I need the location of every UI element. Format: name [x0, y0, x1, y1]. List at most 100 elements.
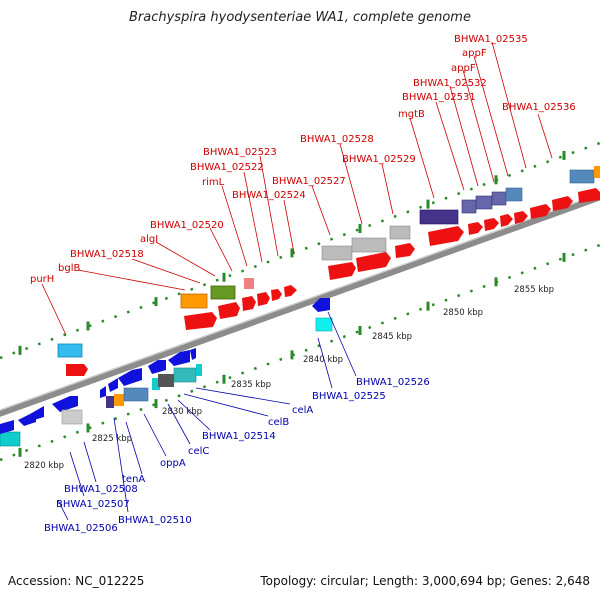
gene-block[interactable] [351, 237, 387, 253]
gene-label[interactable]: BHWA1_02526 [356, 377, 430, 388]
gene-arrow[interactable] [30, 406, 44, 420]
gene-arrow[interactable] [395, 243, 415, 258]
gene-label[interactable]: BHWA1_02535 [454, 34, 528, 45]
gene-label[interactable]: rimL [202, 177, 225, 188]
gene-label[interactable]: BHWA1_02522 [190, 162, 264, 173]
genome-summary-text: Topology: circular; Length: 3,000,694 bp… [260, 574, 590, 588]
gene-block[interactable] [505, 187, 523, 202]
gene-block[interactable] [196, 364, 202, 376]
gene-label[interactable]: BHWA1_02523 [203, 147, 277, 158]
gene-label[interactable]: BHWA1_02529 [342, 154, 416, 165]
gene-label[interactable]: mgtB [398, 109, 425, 120]
gene-arrow[interactable] [0, 420, 14, 434]
gene-arrow[interactable] [578, 188, 600, 203]
gene-arrow[interactable] [312, 298, 330, 312]
gene-label[interactable]: celB [268, 417, 289, 428]
gene-arrow[interactable] [66, 364, 88, 376]
gene-arrow[interactable] [242, 296, 256, 311]
gene-block[interactable] [123, 387, 149, 402]
gene-arrow[interactable] [190, 348, 196, 360]
gene-arrow[interactable] [108, 378, 118, 392]
tick-labels: 2820 kbp 2825 kbp 2830 kbp 2835 kbp 2840… [24, 285, 554, 471]
gene-arrow[interactable] [148, 360, 166, 374]
gene-label[interactable]: BHWA1_02527 [272, 176, 346, 187]
gene-block[interactable] [210, 285, 236, 300]
gene-block[interactable] [321, 245, 353, 261]
gene-block[interactable] [0, 431, 21, 447]
gene-block[interactable] [389, 225, 411, 240]
gene-label[interactable]: algI [140, 234, 158, 245]
gene-label[interactable]: BHWA1_02510 [118, 515, 192, 526]
gene-label[interactable]: BHWA1_02524 [232, 190, 306, 201]
gene-block[interactable] [158, 374, 174, 387]
tick-label: 2820 kbp [24, 461, 64, 471]
gene-block[interactable] [244, 278, 254, 289]
gene-block[interactable] [491, 191, 507, 206]
gene-label[interactable]: BHWA1_02525 [312, 391, 386, 402]
tick-label: 2845 kbp [372, 332, 412, 342]
gene-arrow[interactable] [530, 204, 551, 219]
reverse-genes [0, 298, 333, 447]
gene-arrow[interactable] [514, 211, 528, 224]
bottom-leader-lines [57, 311, 357, 521]
gene-arrow[interactable] [100, 386, 106, 398]
gene-label[interactable]: bglB [58, 263, 80, 274]
gene-label[interactable]: appF [462, 48, 487, 59]
gene-arrow[interactable] [118, 368, 142, 386]
gene-block[interactable] [57, 343, 83, 358]
gene-block[interactable] [461, 199, 477, 214]
gene-label[interactable]: oppA [160, 458, 186, 469]
gene-label[interactable]: purH [30, 274, 54, 285]
gene-block[interactable] [114, 394, 124, 406]
gene-label[interactable]: BHWA1_02518 [70, 249, 144, 260]
major-tick-mark [358, 224, 362, 233]
gene-block[interactable] [315, 317, 333, 332]
genome-backbone [0, 193, 600, 417]
gene-arrow[interactable] [500, 214, 513, 227]
gene-block[interactable] [594, 166, 600, 178]
major-tick-mark [86, 423, 90, 433]
gene-arrow[interactable] [257, 292, 270, 306]
gene-arrow[interactable] [284, 285, 297, 297]
genome-title: Brachyspira hyodysenteriae WA1, complete… [129, 10, 471, 25]
gene-block[interactable] [152, 378, 160, 390]
gene-label[interactable]: BHWA1_02536 [502, 102, 576, 113]
gene-label[interactable]: BHWA1_02532 [413, 78, 487, 89]
track-major-ticks [18, 150, 566, 457]
gene-arrow[interactable] [428, 226, 464, 246]
lower-track-line [0, 243, 600, 462]
gene-label[interactable]: celC [188, 446, 209, 457]
gene-arrow[interactable] [468, 222, 483, 235]
gene-label[interactable]: BHWA1_02520 [150, 220, 224, 231]
gene-label[interactable]: BHWA1_02507 [56, 499, 130, 510]
gene-label[interactable]: BHWA1_02528 [300, 134, 374, 145]
gene-arrow[interactable] [52, 396, 78, 412]
gene-arrow[interactable] [356, 252, 391, 272]
gene-block[interactable] [419, 209, 459, 225]
gene-label[interactable]: BHWA1_02506 [44, 523, 118, 534]
major-tick-mark [494, 277, 498, 287]
gene-label[interactable]: celA [292, 405, 313, 416]
gene-arrow[interactable] [328, 262, 356, 280]
gene-label[interactable]: BHWA1_02531 [402, 92, 476, 103]
gene-block[interactable] [61, 409, 83, 425]
gene-label[interactable]: tenA [122, 474, 145, 485]
gene-label[interactable]: BHWA1_02508 [64, 484, 138, 495]
gene-arrow[interactable] [168, 350, 190, 366]
major-tick-mark [154, 297, 158, 307]
gene-arrow[interactable] [184, 312, 217, 330]
gene-block[interactable] [106, 396, 114, 408]
gene-block[interactable] [569, 169, 595, 184]
major-tick-mark [222, 374, 226, 384]
gene-block[interactable] [173, 367, 197, 383]
gene-arrow[interactable] [218, 302, 240, 319]
gene-label[interactable]: appF [451, 63, 476, 74]
gene-block[interactable] [475, 195, 493, 210]
tick-label: 2840 kbp [303, 355, 343, 365]
gene-arrow[interactable] [271, 289, 282, 301]
gene-arrow[interactable] [484, 218, 499, 231]
gene-block[interactable] [180, 293, 208, 309]
gene-arrow[interactable] [552, 196, 573, 211]
gene-label[interactable]: BHWA1_02514 [202, 431, 276, 442]
